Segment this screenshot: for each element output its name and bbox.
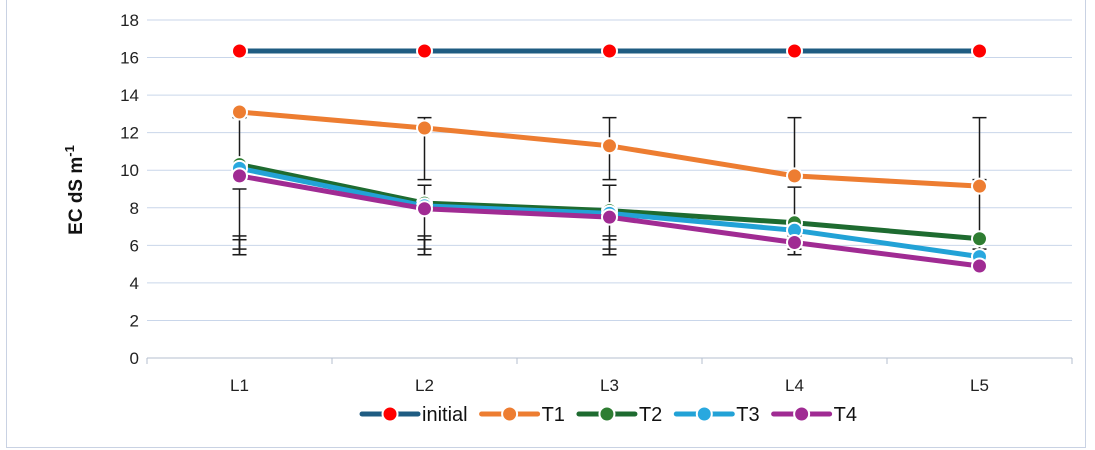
line-chart: 0 2 4 6 8 10 12 14 16 18 L1 L2 L3 L4 L5 EC dS m-1 init…: [62, 11, 1073, 426]
legend-item-t4: T4: [771, 404, 857, 426]
y-axis-label: EC dS m-1: [62, 145, 87, 235]
data-point-t4: [601, 208, 618, 226]
x-tick-label: L4: [785, 376, 804, 395]
data-point-t4: [231, 167, 248, 185]
legend-marker-swatch: [598, 405, 616, 423]
legend-marker-swatch: [381, 405, 399, 423]
data-point-initial: [416, 42, 433, 60]
legend-item-t2: T2: [576, 404, 662, 426]
data-point-t1: [416, 119, 433, 137]
legend-item-initial: initial: [359, 404, 468, 426]
data-point-initial: [231, 42, 248, 60]
axis-labels: EC dS m-1: [62, 145, 87, 235]
legend-marker-swatch: [695, 405, 713, 423]
y-tick-label: 14: [120, 86, 139, 105]
series-lines: [231, 42, 988, 275]
data-point-initial: [971, 42, 988, 60]
legend-item-t3: T3: [673, 404, 760, 426]
data-point-t1: [601, 137, 618, 155]
legend-label: initial: [422, 404, 468, 426]
chart-frame: 0 2 4 6 8 10 12 14 16 18 L1 L2 L3 L4 L5 EC dS m-1 init…: [6, 0, 1086, 448]
x-tick-label: L2: [415, 376, 434, 395]
legend-marker-swatch: [501, 405, 519, 423]
y-tick-label: 0: [130, 349, 139, 368]
data-point-t1: [231, 103, 248, 121]
y-tick-label: 2: [130, 311, 139, 330]
data-point-t1: [971, 177, 988, 195]
data-point-t4: [786, 234, 803, 252]
y-tick-label: 10: [120, 161, 139, 180]
data-point-t4: [971, 257, 988, 275]
data-point-t4: [416, 200, 433, 218]
legend-label: T2: [639, 404, 662, 426]
y-tick-label: 6: [130, 236, 139, 255]
legend-label: T3: [736, 404, 759, 426]
data-point-t2: [971, 230, 988, 248]
legend-marker-swatch: [793, 405, 811, 423]
legend-item-t1: T1: [479, 404, 565, 426]
data-point-initial: [601, 42, 618, 60]
y-tick-label: 8: [130, 199, 139, 218]
axes: 0 2 4 6 8 10 12 14 16 18 L1 L2 L3 L4 L5: [120, 11, 1073, 395]
y-tick-label: 18: [120, 11, 139, 30]
legend-label: T4: [834, 404, 857, 426]
data-point-initial: [786, 42, 803, 60]
y-tick-label: 4: [130, 274, 139, 293]
y-tick-label: 16: [120, 49, 139, 68]
x-tick-label: L5: [970, 376, 989, 395]
x-tick-label: L3: [600, 376, 619, 395]
y-tick-label: 12: [120, 124, 139, 143]
legend-label: T1: [542, 404, 565, 426]
x-tick-label: L1: [230, 376, 249, 395]
legend: initial T1 T2 T3 T4: [359, 404, 857, 426]
data-point-t1: [786, 167, 803, 185]
